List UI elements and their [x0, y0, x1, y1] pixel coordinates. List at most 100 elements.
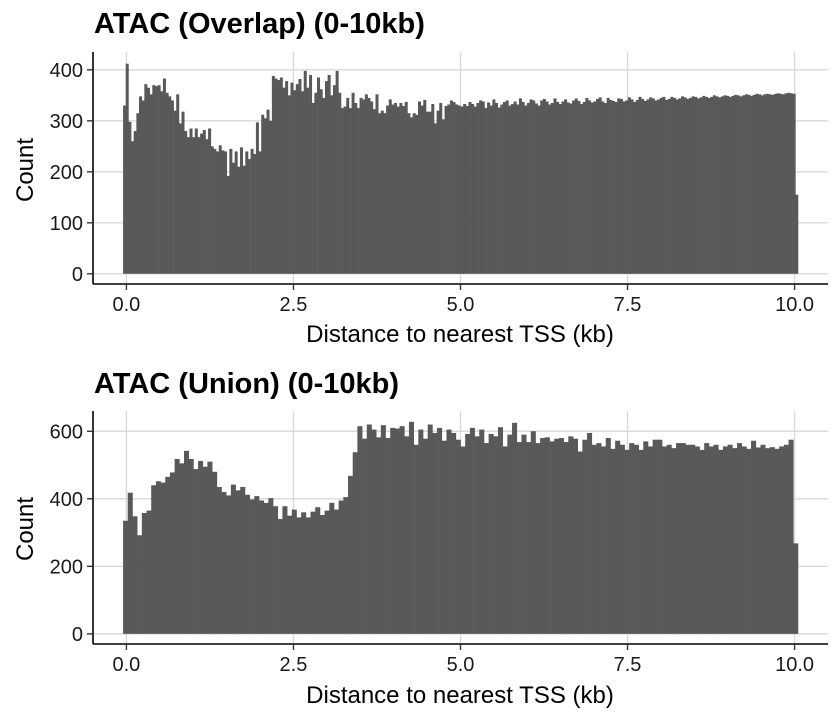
- x-tick-label: 5.0: [447, 294, 475, 316]
- histogram-bar: [404, 436, 410, 634]
- histogram-bar: [362, 99, 366, 274]
- histogram-bar: [564, 99, 568, 274]
- histogram-bar: [372, 109, 376, 274]
- panel-union: ATAC (Union) (0-10kb) 0.0 2.5 5.0 7.5 10.0 0 2…: [12, 368, 828, 709]
- histogram-bar: [720, 96, 724, 274]
- histogram-bar: [508, 105, 512, 274]
- histogram-bar: [793, 543, 799, 634]
- histogram-bar: [479, 100, 483, 274]
- histogram-bar: [391, 104, 395, 274]
- histogram-bar: [726, 95, 730, 274]
- histogram-bar: [545, 101, 549, 274]
- histogram-bar: [170, 100, 174, 274]
- histogram-bar: [160, 482, 166, 634]
- histogram-bar: [708, 446, 714, 634]
- histogram-bar: [356, 108, 360, 274]
- histogram-bar: [553, 98, 557, 274]
- histogram-bar: [481, 101, 485, 274]
- histogram-bar: [662, 96, 666, 274]
- histogram-bar: [271, 75, 275, 274]
- histogram-bar: [779, 93, 783, 274]
- histogram-bar: [629, 443, 635, 634]
- histogram-bar: [713, 444, 719, 634]
- histogram-bar: [479, 429, 485, 634]
- x-tick-label: 0.0: [113, 294, 141, 316]
- histogram-bar: [497, 107, 501, 274]
- histogram-bar: [348, 108, 352, 274]
- histogram-bar: [230, 484, 236, 634]
- histogram-bar: [261, 114, 265, 274]
- histogram-bar: [746, 448, 752, 634]
- panel-title: ATAC (Union) (0-10kb): [94, 368, 399, 400]
- histogram-bar: [160, 91, 164, 274]
- bar-series: [123, 421, 799, 634]
- histogram-bar: [544, 437, 550, 634]
- histogram-bar: [173, 110, 177, 274]
- histogram-bar: [282, 506, 288, 634]
- histogram-bar: [524, 105, 528, 274]
- histogram-bar: [396, 106, 400, 274]
- histogram-bar: [474, 436, 480, 634]
- histogram-bar: [699, 97, 703, 274]
- histogram-bar: [249, 499, 255, 634]
- histogram-bar: [413, 444, 419, 634]
- y-tick-label: 400: [50, 489, 83, 511]
- histogram-bar: [516, 442, 522, 634]
- histogram-bar: [370, 101, 374, 274]
- histogram-bar: [137, 535, 143, 634]
- histogram-bar: [635, 99, 639, 274]
- histogram-bar: [399, 102, 403, 274]
- histogram-bar: [139, 96, 143, 274]
- histogram-bar: [433, 123, 437, 274]
- histogram-bar: [141, 100, 145, 274]
- histogram-bar: [601, 101, 605, 274]
- histogram-bar: [795, 194, 799, 274]
- histogram-bar: [380, 425, 386, 634]
- histogram-bar: [566, 102, 570, 274]
- histogram-bar: [605, 438, 611, 634]
- histogram-bar: [357, 426, 363, 634]
- histogram-bar: [224, 151, 228, 274]
- histogram-bar: [432, 432, 438, 634]
- histogram-bar: [758, 94, 762, 274]
- histogram-bar: [704, 96, 708, 274]
- histogram-bar: [593, 101, 597, 274]
- histogram-bar: [502, 446, 508, 634]
- histogram-bar: [200, 133, 204, 274]
- histogram-bar: [643, 441, 649, 634]
- histogram-bar: [168, 96, 172, 274]
- histogram-bar: [141, 512, 147, 634]
- plot-area: 0.0 2.5 5.0 7.5 10.0 0 100 200 300 400: [50, 52, 828, 316]
- histogram-bar: [394, 102, 398, 274]
- x-tick-label: 7.5: [614, 654, 642, 676]
- histogram-bar: [181, 111, 185, 274]
- histogram-bar: [285, 81, 289, 274]
- histogram-bar: [783, 444, 789, 634]
- y-tick-label: 600: [50, 421, 83, 443]
- histogram-bar: [194, 128, 198, 274]
- histogram-bar: [680, 443, 686, 634]
- y-tick-label: 300: [50, 111, 83, 133]
- histogram-bar: [226, 495, 232, 634]
- histogram-bar: [574, 98, 578, 274]
- histogram-bar: [152, 85, 156, 274]
- y-axis-title: Count: [12, 497, 39, 561]
- histogram-bar: [277, 519, 283, 634]
- histogram-bar: [335, 70, 339, 274]
- histogram-bar: [542, 98, 546, 274]
- histogram-bar: [232, 162, 236, 274]
- histogram-bar: [282, 87, 286, 274]
- histogram-bar: [619, 444, 625, 634]
- histogram-bar: [412, 113, 416, 274]
- histogram-bar: [291, 509, 297, 634]
- histogram-bar: [315, 507, 321, 634]
- x-axis-title: Distance to nearest TSS (kb): [306, 321, 614, 348]
- histogram-bar: [468, 101, 472, 274]
- histogram-bar: [779, 446, 785, 634]
- histogram-bar: [537, 105, 541, 274]
- histogram-bar: [186, 137, 190, 274]
- histogram-bar: [563, 442, 569, 634]
- histogram-bar: [237, 166, 241, 274]
- histogram-bar: [274, 78, 278, 274]
